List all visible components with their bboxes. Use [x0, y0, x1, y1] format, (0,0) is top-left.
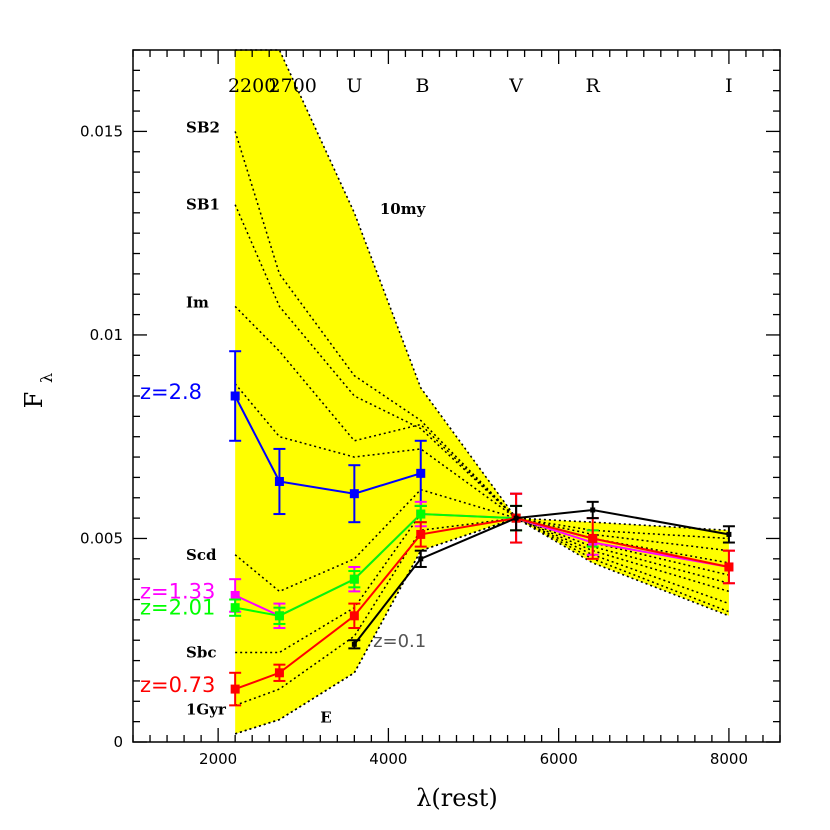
data-point — [418, 556, 424, 562]
template-label-sbc: Sbc — [186, 643, 216, 661]
y-tick-label: 0 — [113, 733, 123, 751]
template-label-im: Im — [186, 293, 209, 311]
band-label-v: V — [508, 75, 523, 97]
template-label-sb1: SB1 — [186, 196, 220, 214]
data-point — [230, 684, 240, 694]
data-point — [513, 515, 519, 521]
data-point — [349, 489, 359, 499]
template-label-scd: Scd — [186, 546, 217, 564]
data-point — [274, 476, 284, 486]
band-label-2700: 2700 — [269, 75, 317, 97]
y-tick-label: 0.01 — [90, 326, 123, 344]
template-label-sb2: SB2 — [186, 118, 220, 136]
envelope-upper-edge — [235, 49, 729, 532]
data-point — [726, 531, 732, 537]
template-label-1gyr: 1Gyr — [186, 700, 227, 718]
x-tick-label: 8000 — [710, 750, 748, 768]
y-axis-title-sub: λ — [37, 373, 56, 383]
series-z-0-1 — [348, 500, 735, 650]
template-envelope — [234, 49, 730, 735]
data-point — [588, 533, 598, 543]
data-point — [416, 509, 426, 519]
y-axis-title-main: F — [20, 392, 48, 409]
y-axis-title: F λ — [20, 373, 56, 408]
series-label-z-0-1: z=0.1 — [373, 631, 426, 652]
data-point — [274, 611, 284, 621]
data-point — [416, 529, 426, 539]
data-point — [351, 641, 357, 647]
band-label-r: R — [586, 75, 601, 97]
data-point — [349, 574, 359, 584]
data-point — [416, 468, 426, 478]
series-z-2-8 — [229, 350, 523, 544]
template-line-0 — [234, 131, 729, 540]
plot-border — [132, 49, 781, 743]
band-label-b: B — [415, 75, 429, 97]
data-point — [230, 391, 240, 401]
y-tick-label: 0.015 — [80, 122, 123, 140]
series-label-z-2-8: z=2.8 — [140, 380, 202, 404]
plot-frame: 2000 4000 6000 8000 0 0.005 0.01 0.015 — [80, 49, 781, 768]
x-tick-label: 2000 — [199, 750, 237, 768]
template-label-e: E — [320, 709, 331, 727]
series-label-z-1-33: z=1.33 — [140, 579, 215, 603]
x-tick-label: 6000 — [540, 750, 578, 768]
data-point — [590, 507, 596, 513]
series-label-z-2-01: z=2.01 — [140, 596, 215, 620]
band-label-2200: 2200 — [228, 75, 276, 97]
data-point — [349, 611, 359, 621]
x-tick-label: 4000 — [369, 750, 407, 768]
envelope-area — [235, 50, 729, 734]
data-series — [229, 350, 735, 707]
series-label-z-0-73: z=0.73 — [140, 673, 215, 697]
data-point — [724, 562, 734, 572]
x-axis-title: λ(rest) — [416, 784, 498, 812]
data-point — [230, 590, 240, 600]
y-tick-label: 0.005 — [80, 529, 123, 547]
chart-labels: SB2 SB1 Im Scd Sbc 1Gyr E 10my z=2.8 z=1.33z=2.01… — [140, 75, 733, 727]
data-point — [230, 603, 240, 613]
band-label-u: U — [346, 75, 362, 97]
annotation-10my: 10my — [380, 200, 427, 218]
data-point — [274, 668, 284, 678]
series-line — [234, 395, 422, 495]
band-label-i: I — [725, 75, 733, 97]
series-z-0-73 — [229, 492, 735, 707]
